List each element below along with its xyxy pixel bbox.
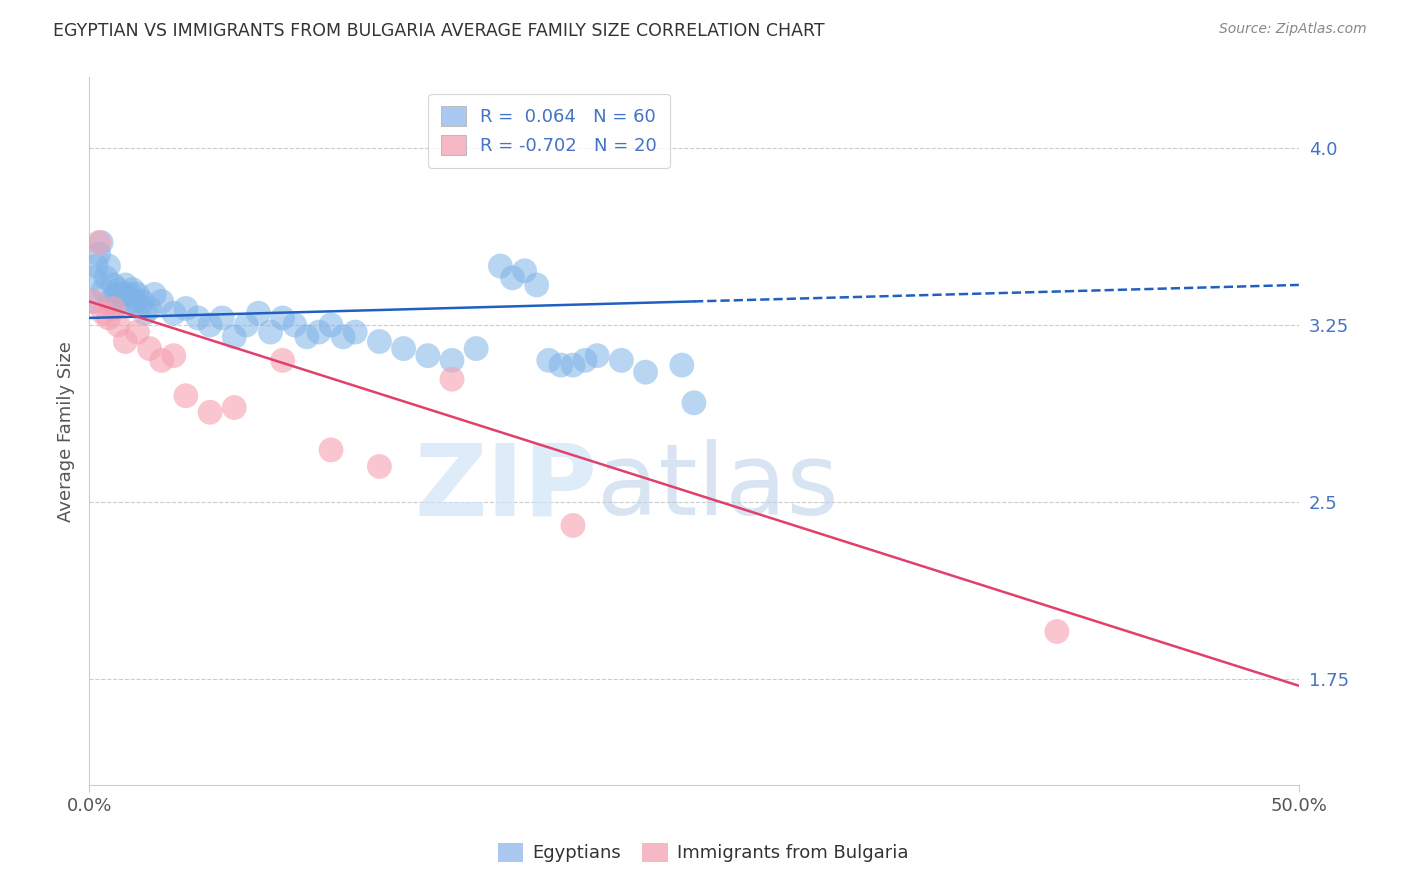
Point [440, 353, 463, 368]
Y-axis label: Average Family Size: Average Family Size [58, 341, 75, 522]
Point [284, 318, 307, 332]
Point [87, 247, 110, 261]
Text: atlas: atlas [598, 439, 839, 536]
Point [224, 401, 246, 415]
Point [513, 264, 536, 278]
Point [368, 459, 391, 474]
Point [319, 442, 342, 457]
Point [416, 349, 439, 363]
Point [295, 330, 318, 344]
Point [634, 365, 657, 379]
Point [683, 396, 706, 410]
Point [259, 325, 281, 339]
Point [1046, 624, 1069, 639]
Point [107, 283, 129, 297]
Point [187, 310, 209, 325]
Point [174, 389, 197, 403]
Legend: R =  0.064   N = 60, R = -0.702   N = 20: R = 0.064 N = 60, R = -0.702 N = 20 [427, 94, 669, 168]
Text: ZIP: ZIP [415, 439, 598, 536]
Point [110, 294, 132, 309]
Point [127, 287, 149, 301]
Point [368, 334, 391, 349]
Point [117, 294, 139, 309]
Point [114, 277, 136, 292]
Point [671, 358, 693, 372]
Point [83, 294, 105, 309]
Point [111, 287, 134, 301]
Point [97, 310, 120, 325]
Point [121, 283, 143, 297]
Point [224, 330, 246, 344]
Point [124, 294, 146, 309]
Point [537, 353, 560, 368]
Point [271, 310, 294, 325]
Point [610, 353, 633, 368]
Point [502, 270, 524, 285]
Point [574, 353, 596, 368]
Point [163, 349, 186, 363]
Point [103, 301, 125, 316]
Point [465, 342, 488, 356]
Point [344, 325, 367, 339]
Point [526, 277, 548, 292]
Point [87, 235, 110, 250]
Point [392, 342, 415, 356]
Legend: Egyptians, Immigrants from Bulgaria: Egyptians, Immigrants from Bulgaria [491, 836, 915, 870]
Point [138, 301, 160, 316]
Point [174, 301, 197, 316]
Point [550, 358, 572, 372]
Point [143, 287, 166, 301]
Point [86, 259, 108, 273]
Point [332, 330, 354, 344]
Point [308, 325, 330, 339]
Point [90, 235, 112, 250]
Point [127, 325, 149, 339]
Point [271, 353, 294, 368]
Point [440, 372, 463, 386]
Point [163, 306, 186, 320]
Point [150, 294, 173, 309]
Point [120, 287, 142, 301]
Point [107, 318, 129, 332]
Point [319, 318, 342, 332]
Point [198, 405, 221, 419]
Point [562, 358, 585, 372]
Point [93, 283, 115, 297]
Point [97, 259, 120, 273]
Point [128, 299, 150, 313]
Text: EGYPTIAN VS IMMIGRANTS FROM BULGARIA AVERAGE FAMILY SIZE CORRELATION CHART: EGYPTIAN VS IMMIGRANTS FROM BULGARIA AVE… [53, 22, 825, 40]
Point [198, 318, 221, 332]
Point [94, 270, 117, 285]
Text: Source: ZipAtlas.com: Source: ZipAtlas.com [1219, 22, 1367, 37]
Point [138, 342, 160, 356]
Point [150, 353, 173, 368]
Point [235, 318, 257, 332]
Point [114, 334, 136, 349]
Point [83, 270, 105, 285]
Point [93, 306, 115, 320]
Point [80, 294, 103, 309]
Point [562, 518, 585, 533]
Point [247, 306, 270, 320]
Point [100, 294, 122, 309]
Point [211, 310, 233, 325]
Point [103, 277, 125, 292]
Point [134, 306, 156, 320]
Point [489, 259, 512, 273]
Point [131, 294, 153, 309]
Point [586, 349, 609, 363]
Point [104, 287, 127, 301]
